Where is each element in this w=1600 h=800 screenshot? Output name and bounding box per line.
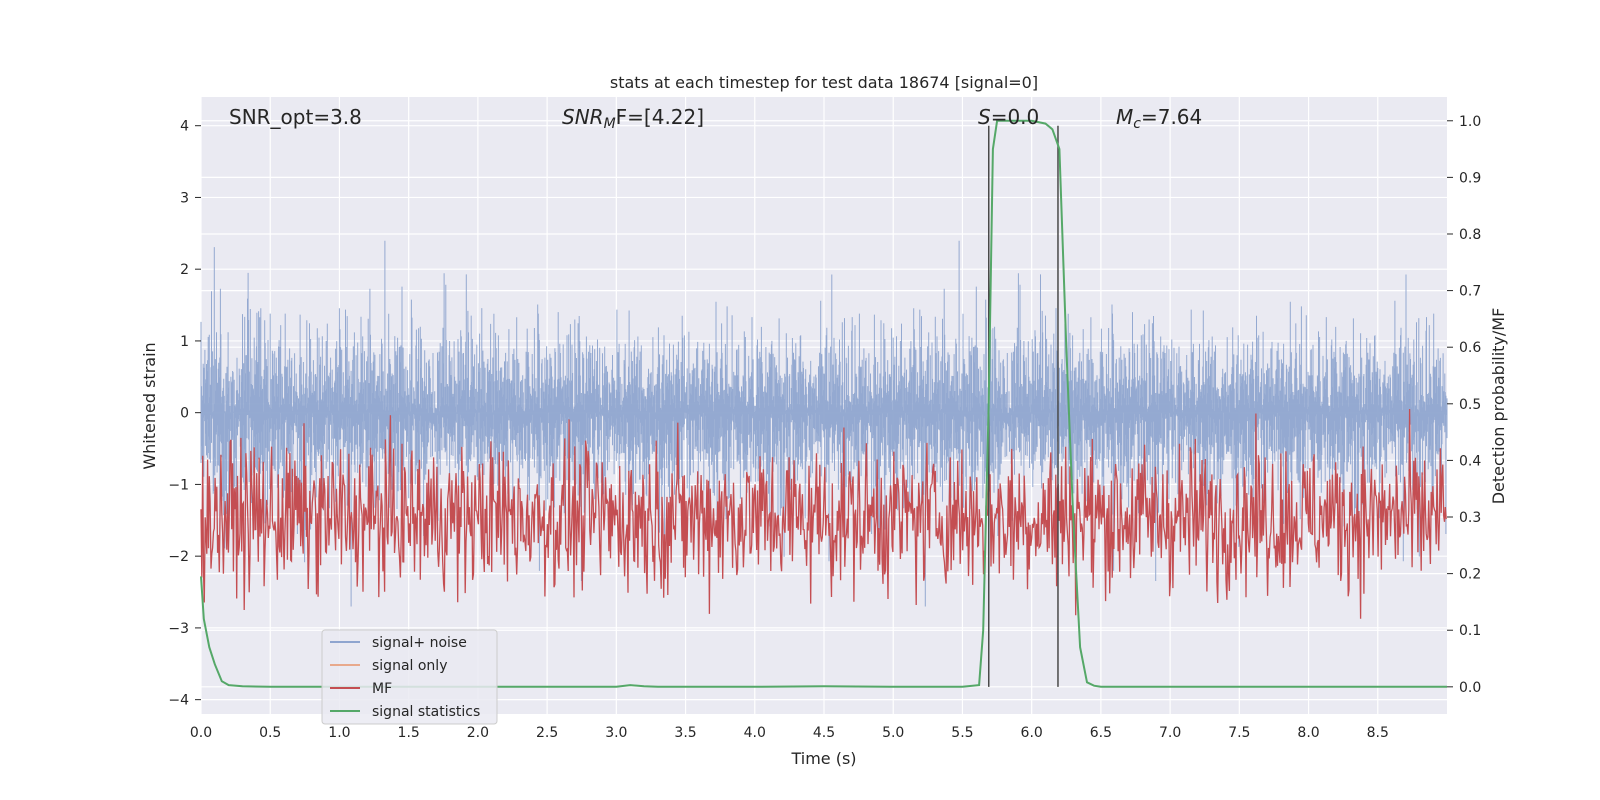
mf-series	[200, 408, 1447, 619]
y-tick-label-left: 0	[180, 406, 189, 422]
annotation-snr-mf-sub: M	[604, 116, 616, 132]
legend-box	[321, 629, 498, 725]
annotation-mc-sub: c	[1133, 116, 1141, 132]
x-tick-label: 4.5	[813, 725, 835, 741]
x-tick-label: 3.0	[605, 725, 627, 741]
signal-statistics-line	[200, 119, 1447, 688]
ticks: 0.0 0.5 1.0 1.5 2.0 2.5 3.0 3.5 4.0 4.5 5.0 5.5 6.0 6…	[168, 114, 1481, 741]
y-tick-label-right: 0.7	[1459, 284, 1481, 300]
annotation-mc: Mc=7.64	[1116, 105, 1202, 132]
x-tick-label: 4.0	[744, 725, 766, 741]
annotation-s: S=0.0	[978, 105, 1039, 129]
y-tick-label-right: 0.5	[1459, 397, 1481, 413]
x-tick-label: 2.5	[536, 725, 558, 741]
annotation-snr-opt: SNR_opt=3.8	[229, 105, 362, 129]
y-tick-label-left: 4	[180, 119, 189, 135]
y-axis-label-right: Detection probability/MF	[1489, 308, 1508, 505]
legend-label-signal-noise: signal+ noise	[372, 635, 467, 651]
x-tick-label: 8.5	[1367, 725, 1389, 741]
y-axis-label-left: Whitened strain	[140, 342, 159, 469]
y-tick-label-right: 0.0	[1459, 680, 1481, 696]
y-tick-label-left: −2	[168, 549, 189, 565]
x-tick-label: 5.0	[882, 725, 904, 741]
mf-line	[200, 408, 1447, 619]
y-tick-label-left: −1	[168, 477, 189, 493]
x-tick-label: 2.0	[467, 725, 489, 741]
y-tick-label-right: 0.1	[1459, 623, 1481, 639]
y-tick-label-left: 2	[180, 262, 189, 278]
y-tick-label-right: 0.4	[1459, 453, 1481, 469]
y-tick-label-right: 0.3	[1459, 510, 1481, 526]
x-tick-label: 1.5	[398, 725, 420, 741]
signal-noise-series	[200, 240, 1448, 607]
annotation-snr-mf-main: SNR	[562, 105, 604, 129]
x-tick-label: 0.5	[259, 725, 281, 741]
x-tick-label: 6.5	[1090, 725, 1112, 741]
signal-noise-line	[200, 240, 1448, 607]
y-tick-label-left: −3	[168, 621, 189, 637]
y-tick-label-left: 3	[180, 190, 189, 206]
legend-label-signal-statistics: signal statistics	[372, 704, 480, 720]
annotation-snr-mf-tail: F=[4.22]	[616, 105, 704, 129]
x-axis-label: Time (s)	[790, 749, 856, 768]
chart-title: stats at each timestep for test data 186…	[610, 73, 1038, 92]
x-tick-label: 7.5	[1228, 725, 1250, 741]
y-tick-label-right: 0.2	[1459, 567, 1481, 583]
legend: signal+ noise signal only MF signal stat…	[321, 629, 498, 725]
annotation-s-main: S	[978, 105, 991, 129]
annotation-mc-tail: =7.64	[1141, 105, 1202, 129]
y-tick-label-left: 1	[180, 334, 189, 350]
signal-statistics-series	[200, 119, 1447, 688]
annotation-s-tail: =0.0	[991, 105, 1040, 129]
y-tick-label-left: −4	[168, 693, 189, 709]
legend-label-mf: MF	[372, 681, 392, 697]
x-tick-label: 0.0	[190, 725, 212, 741]
x-tick-label: 8.0	[1297, 725, 1319, 741]
x-tick-label: 7.0	[1159, 725, 1181, 741]
y-tick-label-right: 1.0	[1459, 114, 1481, 130]
y-tick-label-right: 0.8	[1459, 227, 1481, 243]
legend-label-signal-only: signal only	[372, 658, 447, 674]
annotation-snr-mf: SNRMF=[4.22]	[562, 105, 704, 132]
y-tick-label-right: 0.6	[1459, 340, 1481, 356]
y-tick-label-right: 0.9	[1459, 170, 1481, 186]
x-tick-label: 5.5	[951, 725, 973, 741]
x-tick-label: 6.0	[1021, 725, 1043, 741]
x-tick-label: 1.0	[328, 725, 350, 741]
annotation-mc-main: M	[1116, 105, 1133, 129]
x-tick-label: 3.5	[674, 725, 696, 741]
